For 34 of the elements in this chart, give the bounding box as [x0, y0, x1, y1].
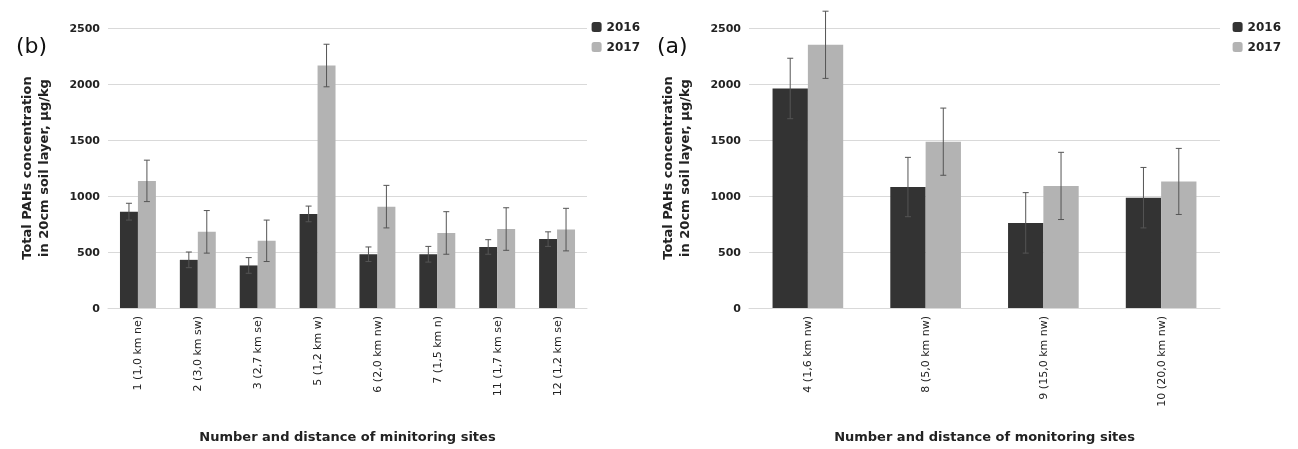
y-tick-label: 1000 [69, 189, 101, 203]
y-tick-label: 1500 [710, 133, 742, 147]
x-tick-label: 1 (1,0 km ne) [131, 316, 145, 391]
x-tick-label: 6 (2,0 km nw) [370, 316, 384, 393]
y-axis-title: Total PAHs concentration in 20cm soil layer, µg/kg [19, 76, 51, 260]
text: (a) [657, 32, 688, 58]
x-tick-label: 10 (20,0 km nw) [1154, 316, 1168, 407]
text: (b) [16, 32, 48, 58]
y-tick-label: 1500 [69, 133, 101, 147]
y-tick-label: 500 [718, 245, 742, 259]
legend-label: 2016 [606, 20, 641, 34]
x-tick-label: 5 (1,2 km w) [311, 316, 325, 386]
x-tick-label: 11 (1,7 km se) [490, 316, 504, 397]
y-axis-title: Total PAHs concentration in 20cm soil layer, µg/kg [660, 76, 692, 260]
x-tick-label: 2 (3,0 km sw) [191, 316, 205, 392]
y-tick-label: 2500 [710, 21, 742, 35]
x-tick-label: 8 (5,0 km nw) [919, 316, 933, 393]
y-tick-label: 2500 [69, 21, 101, 35]
y-tick-label: 500 [77, 245, 101, 259]
y-tick-label: 0 [733, 301, 742, 315]
x-tick-label: 7 (1,5 km n) [430, 316, 444, 384]
x-axis-title: Number and distance of monitoring sites [834, 429, 1136, 444]
x-tick-label: 4 (1,6 km nw) [801, 316, 815, 393]
x-axis-title: Number and distance of minitoring sites [199, 429, 496, 444]
x-tick-label: 3 (2,7 km se) [251, 316, 265, 390]
legend-label: 2017 [1247, 40, 1282, 54]
x-tick-label: 12 (1,2 km se) [550, 316, 564, 397]
y-tick-label: 0 [92, 301, 101, 315]
y-tick-label: 2000 [69, 77, 101, 91]
x-tick-label: 9 (15,0 km nw) [1036, 316, 1050, 400]
legend-label: 2017 [606, 40, 641, 54]
y-tick-label: 1000 [710, 189, 742, 203]
y-tick-label: 2000 [710, 77, 742, 91]
legend-label: 2016 [1247, 20, 1282, 34]
